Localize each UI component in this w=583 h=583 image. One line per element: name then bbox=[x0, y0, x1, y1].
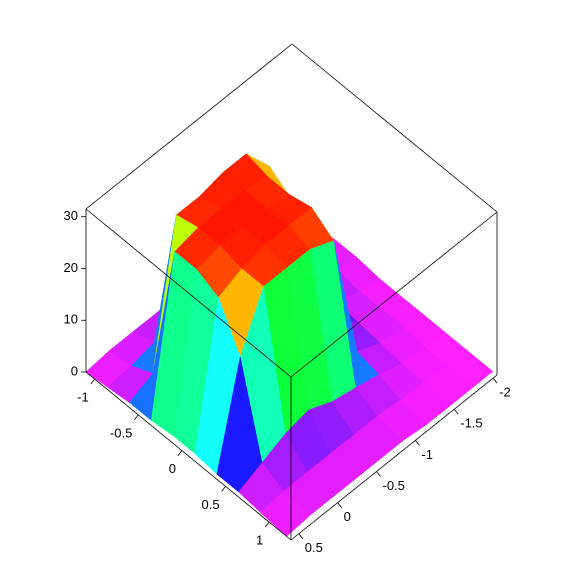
axes: 0 10 20 30 -1 -0.5 0 0.5 1 0.5 0 -0.5 -1 -1.5 -2 bbox=[64, 208, 511, 555]
y-tick-label: -2 bbox=[499, 385, 511, 400]
surface-patch bbox=[260, 490, 311, 537]
x-tick bbox=[177, 450, 183, 456]
box-edge bbox=[85, 43, 293, 210]
y-tick bbox=[376, 471, 381, 477]
y-tick bbox=[453, 408, 459, 415]
z-tick-label: 20 bbox=[64, 260, 78, 275]
y-tick-label: -0.5 bbox=[383, 478, 405, 493]
surface bbox=[85, 153, 494, 537]
z-tick-label: 0 bbox=[71, 363, 78, 378]
x-tick bbox=[90, 378, 96, 385]
x-tick-label: 0.5 bbox=[201, 497, 219, 512]
y-tick bbox=[298, 533, 304, 540]
x-tick-label: 1 bbox=[256, 533, 263, 548]
box-edge bbox=[85, 208, 292, 378]
y-tick-label: 0.5 bbox=[305, 540, 323, 555]
y-tick bbox=[337, 502, 342, 508]
y-tick bbox=[492, 377, 498, 384]
x-tick bbox=[134, 414, 139, 421]
z-tick-label: 30 bbox=[64, 208, 78, 223]
x-tick bbox=[221, 486, 226, 492]
box-edge bbox=[290, 374, 498, 541]
box-edge bbox=[291, 43, 498, 213]
x-tick-label: 0 bbox=[169, 461, 176, 476]
box-edge bbox=[85, 371, 292, 541]
z-tick-label: 10 bbox=[64, 312, 78, 327]
bounding-box bbox=[85, 43, 498, 541]
y-tick-label: -1 bbox=[421, 447, 433, 462]
y-tick-label: 0 bbox=[344, 509, 351, 524]
x-tick-label: -1 bbox=[77, 390, 89, 405]
box-edge bbox=[290, 211, 498, 378]
x-tick bbox=[264, 521, 270, 528]
x-tick-label: -0.5 bbox=[110, 425, 132, 440]
y-tick bbox=[415, 440, 420, 446]
y-tick-label: -1.5 bbox=[460, 416, 482, 431]
